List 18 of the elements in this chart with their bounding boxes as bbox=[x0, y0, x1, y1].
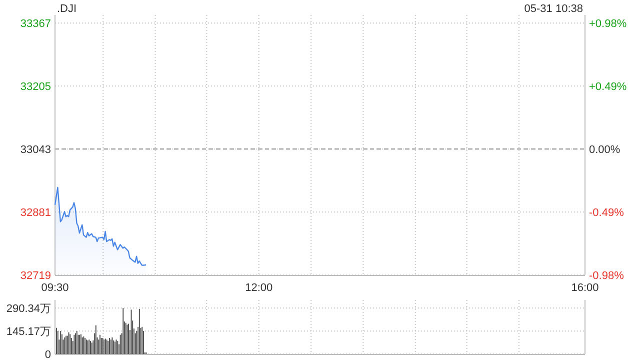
y-tick-label: 290.34万 bbox=[6, 303, 51, 315]
y2-tick-label: +0.98% bbox=[589, 18, 627, 30]
y-tick-label: 33367 bbox=[20, 18, 51, 30]
x-tick-label: 12:00 bbox=[245, 282, 273, 294]
y2-tick-label: -0.49% bbox=[589, 207, 624, 219]
y-tick-label: 32881 bbox=[20, 207, 51, 219]
y-tick-label: 0 bbox=[44, 349, 51, 360]
y-tick-label: 32719 bbox=[20, 270, 51, 282]
y-tick-label: 145.17万 bbox=[6, 326, 51, 338]
chart-title: .DJI bbox=[57, 3, 77, 15]
text: 05-31 10:38 bbox=[524, 3, 583, 15]
y2-tick-label: +0.49% bbox=[589, 81, 627, 93]
x-tick-label: 09:30 bbox=[41, 282, 69, 294]
y-tick-label: 33205 bbox=[20, 81, 51, 93]
y2-tick-label: 0.00% bbox=[589, 144, 620, 156]
y2-tick-label: -0.98% bbox=[589, 270, 624, 282]
y-tick-label: 33043 bbox=[20, 144, 51, 156]
x-tick-label: 16:00 bbox=[571, 282, 599, 294]
